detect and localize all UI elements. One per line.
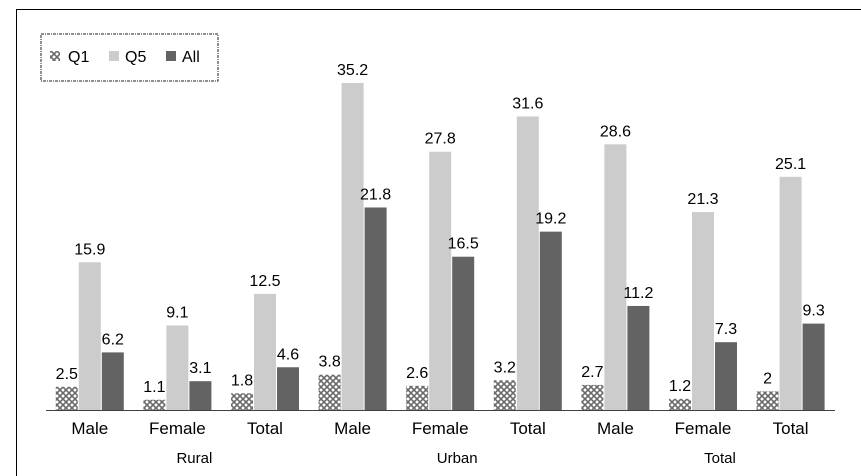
bar-all-1 <box>189 381 212 410</box>
data-label-all-8: 9.3 <box>802 303 824 320</box>
data-label-q5-4: 27.8 <box>425 131 456 148</box>
bar-all-2 <box>277 367 299 410</box>
x-group-label-rural: Rural <box>176 450 212 467</box>
bar-q1-5 <box>493 380 516 410</box>
bar-q1-2 <box>231 393 253 410</box>
data-label-all-4: 16.5 <box>448 236 479 253</box>
legend: Q1 Q5 All <box>40 33 219 82</box>
legend-swatch-all <box>166 51 176 61</box>
bar-q5-1 <box>166 325 189 410</box>
bar-q1-3 <box>318 374 341 410</box>
data-label-q1-2: 1.8 <box>231 372 253 389</box>
x-tick-label-7: Female <box>675 419 732 438</box>
bar-q5-0 <box>78 262 101 410</box>
data-label-q1-3: 3.8 <box>318 354 340 371</box>
data-label-q5-1: 9.1 <box>166 304 188 321</box>
x-tick-label-3: Male <box>334 419 371 438</box>
legend-swatch-q5 <box>109 51 119 61</box>
bar-all-7 <box>715 342 737 410</box>
bar-all-0 <box>101 352 124 410</box>
bar-q5-8 <box>779 176 802 410</box>
x-tick-label-0: Male <box>71 419 108 438</box>
bars-layer <box>55 82 825 410</box>
x-tick-label-2: Total <box>247 419 283 438</box>
data-label-q1-7: 1.2 <box>669 378 691 395</box>
x-tick-label-5: Total <box>510 419 546 438</box>
x-group-label-total: Total <box>704 450 736 467</box>
legend-label-all: All <box>182 49 200 66</box>
data-label-all-7: 7.3 <box>715 321 737 338</box>
x-tick-label-6: Male <box>597 419 634 438</box>
data-label-q5-7: 21.3 <box>687 191 718 208</box>
bar-q1-6 <box>581 384 604 410</box>
bar-all-3 <box>364 207 387 410</box>
legend-swatch-q1 <box>50 51 60 61</box>
bar-q5-3 <box>341 82 364 410</box>
bar-all-6 <box>627 305 650 410</box>
bar-q5-5 <box>516 116 539 410</box>
x-group-label-urban: Urban <box>437 450 478 467</box>
bar-q1-0 <box>55 386 78 410</box>
data-label-q1-6: 2.7 <box>581 364 603 381</box>
data-label-q1-1: 1.1 <box>143 379 165 396</box>
bar-all-5 <box>539 231 562 410</box>
legend-label-q5: Q5 <box>125 49 146 66</box>
legend-label-q1: Q1 <box>68 49 89 66</box>
legend-box <box>40 33 219 82</box>
data-label-q5-6: 28.6 <box>600 123 631 140</box>
data-label-q5-3: 35.2 <box>337 62 368 79</box>
bar-q5-6 <box>604 144 627 410</box>
data-label-all-0: 6.2 <box>102 331 124 348</box>
labels-layer: 2.5 15.9 6.2 Male 1.1 9.1 3.1 Female 1.8 12.5 4.6 T… <box>56 62 825 467</box>
data-label-q1-4: 2.6 <box>406 365 428 382</box>
data-label-all-5: 19.2 <box>535 211 566 228</box>
data-label-q1-5: 3.2 <box>494 359 516 376</box>
bar-q5-7 <box>692 212 714 410</box>
data-label-all-6: 11.2 <box>623 285 653 302</box>
bar-q1-4 <box>406 385 429 410</box>
bar-q1-7 <box>669 398 691 410</box>
data-label-q1-0: 2.5 <box>56 366 78 383</box>
data-label-q5-5: 31.6 <box>512 95 543 112</box>
data-label-all-3: 21.8 <box>360 186 391 203</box>
data-label-q5-8: 25.1 <box>775 156 806 173</box>
data-label-all-1: 3.1 <box>189 360 211 377</box>
data-label-q1-8: 2 <box>763 370 772 387</box>
x-tick-label-1: Female <box>149 419 206 438</box>
data-label-all-2: 4.6 <box>277 346 299 363</box>
x-tick-label-4: Female <box>412 419 469 438</box>
data-label-q5-0: 15.9 <box>74 241 105 258</box>
bar-all-8 <box>802 323 825 410</box>
bar-q1-8 <box>756 391 779 410</box>
x-tick-label-8: Total <box>773 419 809 438</box>
bar-all-4 <box>452 256 475 410</box>
bar-q5-4 <box>429 151 452 410</box>
data-label-q5-2: 12.5 <box>249 273 280 290</box>
bar-q1-1 <box>143 399 166 410</box>
bar-q5-2 <box>254 293 276 410</box>
